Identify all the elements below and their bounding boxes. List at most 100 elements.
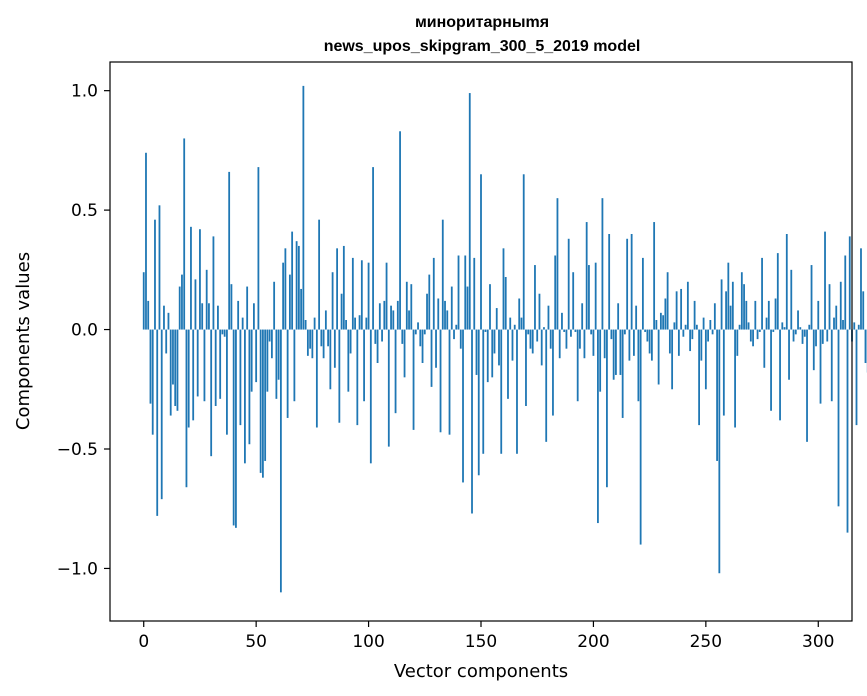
bar xyxy=(468,93,471,330)
bar xyxy=(837,329,840,507)
bar xyxy=(635,305,638,330)
bar xyxy=(412,329,415,430)
bar xyxy=(806,329,808,442)
bar xyxy=(363,329,365,402)
bar xyxy=(275,329,278,399)
bar xyxy=(183,138,186,330)
bar xyxy=(570,329,572,337)
bar xyxy=(536,329,539,342)
bar xyxy=(608,234,611,330)
bar xyxy=(707,329,709,342)
bar xyxy=(482,329,485,454)
bar xyxy=(803,329,806,337)
bar xyxy=(626,238,629,330)
bar xyxy=(423,329,426,335)
x-tick-label: 50 xyxy=(245,632,267,652)
bar xyxy=(594,262,597,330)
bar xyxy=(835,305,838,330)
bar xyxy=(857,324,860,330)
bar xyxy=(531,329,534,354)
bar xyxy=(390,305,392,330)
chart-title-line-2: news_upos_skipgram_300_5_2019 model xyxy=(324,38,641,55)
bar xyxy=(354,317,356,330)
bar xyxy=(619,329,622,375)
bar xyxy=(763,329,766,368)
bar xyxy=(509,317,512,330)
bar xyxy=(338,329,341,423)
bar xyxy=(383,300,386,330)
bar xyxy=(396,300,399,330)
bar xyxy=(214,329,217,406)
bar xyxy=(293,329,296,402)
bar xyxy=(208,303,210,330)
bar xyxy=(473,257,476,330)
bar xyxy=(239,329,242,426)
bar xyxy=(421,329,424,363)
bar xyxy=(659,312,662,330)
bar xyxy=(824,231,826,330)
bar xyxy=(199,229,201,330)
bar xyxy=(286,329,289,418)
bar xyxy=(606,329,608,488)
bar xyxy=(585,222,588,330)
bar xyxy=(761,257,763,330)
bar xyxy=(641,257,644,330)
bar xyxy=(145,152,147,330)
bar xyxy=(432,257,435,330)
bar xyxy=(673,322,676,330)
bar xyxy=(484,329,487,332)
bar xyxy=(374,329,377,344)
bar xyxy=(318,219,321,330)
bar xyxy=(441,219,444,330)
bar xyxy=(801,329,804,344)
bar xyxy=(767,300,770,330)
x-tick-label: 200 xyxy=(577,632,609,652)
x-axis-ticks: 0 50 100 150 200 250 300 xyxy=(138,621,834,652)
bar xyxy=(349,329,352,354)
bar xyxy=(306,329,309,356)
bar xyxy=(772,329,775,332)
bar xyxy=(655,320,658,330)
bar xyxy=(329,329,332,390)
bar xyxy=(785,234,788,330)
bar xyxy=(232,329,235,526)
bar xyxy=(725,291,727,330)
bar xyxy=(612,329,615,380)
bar xyxy=(709,320,712,330)
bar xyxy=(147,300,150,330)
bar xyxy=(743,284,745,330)
bar xyxy=(444,300,446,330)
bar xyxy=(270,329,273,359)
bar xyxy=(758,329,761,332)
bar xyxy=(399,131,401,330)
bar xyxy=(212,236,215,330)
plot-frame xyxy=(109,61,853,622)
bar xyxy=(718,329,721,574)
bar xyxy=(462,329,464,483)
bar xyxy=(617,303,620,330)
bar xyxy=(237,300,240,330)
bar xyxy=(226,329,228,435)
bar xyxy=(727,262,730,330)
bar xyxy=(486,329,489,383)
bar xyxy=(794,329,797,335)
bar xyxy=(392,310,395,330)
bar xyxy=(853,322,856,330)
bar xyxy=(695,324,698,330)
bar xyxy=(266,329,269,392)
bar xyxy=(459,329,462,349)
bar xyxy=(345,320,347,330)
bar xyxy=(774,298,777,330)
bar xyxy=(745,300,748,330)
bar xyxy=(196,329,199,397)
bar xyxy=(504,277,507,330)
bar xyxy=(693,300,696,330)
bar xyxy=(633,329,635,356)
bar xyxy=(637,329,640,402)
bar xyxy=(437,298,440,330)
bar xyxy=(689,329,692,352)
bar xyxy=(534,265,536,330)
bar xyxy=(561,312,563,330)
